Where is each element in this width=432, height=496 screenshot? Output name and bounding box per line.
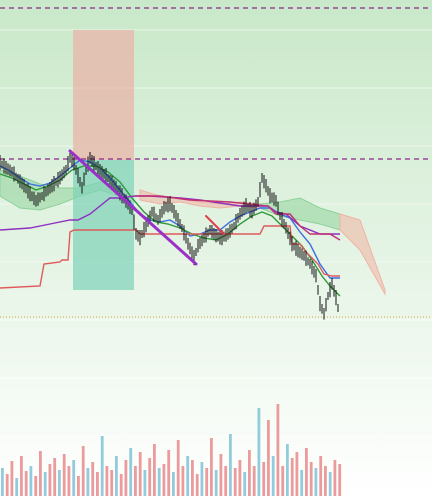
volume-bar [86, 468, 90, 496]
volume-bar [295, 452, 299, 496]
falling-trendline [68, 149, 198, 266]
volume-bar [77, 476, 80, 496]
volume-bar [252, 466, 256, 496]
volume-bars [1, 404, 342, 496]
volume-bar [53, 458, 57, 496]
volume-bar [34, 476, 38, 496]
volume-bar [91, 462, 95, 496]
volume-bar [181, 466, 185, 496]
volume-bar [219, 454, 223, 496]
volume-bar [167, 450, 171, 496]
volume-bar [309, 462, 313, 496]
volume-bar [134, 466, 137, 496]
volume-bar [105, 466, 109, 496]
volume-bar [281, 466, 285, 496]
volume-bar [110, 470, 114, 496]
volume-bar [319, 456, 323, 496]
volume-bar [62, 454, 66, 496]
volume-bar [67, 466, 71, 496]
volume-bar [276, 404, 280, 496]
volume-bar [300, 470, 304, 496]
volume-bar [10, 461, 14, 496]
volume-bar [267, 420, 270, 496]
volume-bar [324, 466, 327, 496]
volume-bar [262, 462, 266, 496]
volume-bar [224, 466, 228, 496]
volume-bar [191, 460, 194, 496]
volume-bar [172, 472, 175, 496]
volume-bar [328, 472, 332, 496]
volume-bar [119, 474, 123, 496]
grid [0, 29, 432, 495]
volume-bar [39, 451, 42, 496]
volume-bar [314, 468, 318, 496]
trendlines [68, 149, 225, 266]
indicator-line-0 [0, 159, 340, 279]
volume-bar [72, 460, 76, 496]
volume-bar [186, 456, 190, 496]
volume-bar [157, 468, 161, 496]
volume-bar [129, 448, 133, 496]
volume-bar [305, 448, 308, 496]
volume-bar [238, 460, 242, 496]
stop-loss-zone [73, 30, 134, 160]
indicator-line-4 [135, 195, 341, 241]
volume-bar [5, 474, 9, 496]
volume-bar [153, 444, 156, 496]
volume-bar [229, 434, 232, 496]
cloud-red [339, 213, 386, 296]
volume-bar [200, 462, 204, 496]
volume-bar [15, 478, 19, 496]
volume-bar [248, 450, 251, 496]
volume-bar [24, 471, 28, 496]
volume-bar [210, 438, 213, 496]
volume-bar [138, 452, 142, 496]
volume-bar [58, 470, 61, 496]
volume-bar [1, 468, 4, 496]
volume-bar [148, 458, 152, 496]
volume-bar [20, 456, 23, 496]
volume-bar [124, 460, 128, 496]
volume-bar [176, 440, 180, 496]
volume-bar [195, 474, 199, 496]
volume-bar [96, 472, 99, 496]
indicator-line-3 [0, 225, 340, 289]
volume-bar [143, 470, 147, 496]
volume-bar [214, 470, 218, 496]
volume-bar [286, 444, 289, 496]
volume-bar [333, 460, 337, 496]
volume-bar [162, 464, 166, 496]
volume-bar [233, 468, 237, 496]
volume-bar [205, 468, 209, 496]
volume-bar [115, 456, 118, 496]
position-box [73, 30, 134, 290]
volume-bar [29, 466, 33, 496]
volume-bar [48, 464, 52, 496]
volume-bar [43, 472, 47, 496]
volume-bar [271, 456, 275, 496]
volume-bar [290, 458, 294, 496]
volume-bar [243, 472, 247, 496]
volume-bar [100, 436, 104, 496]
price-series [0, 152, 339, 320]
short-red-line [205, 215, 225, 235]
volume-bar [257, 408, 261, 496]
volume-bar [338, 464, 342, 496]
volume-bar [81, 446, 85, 496]
